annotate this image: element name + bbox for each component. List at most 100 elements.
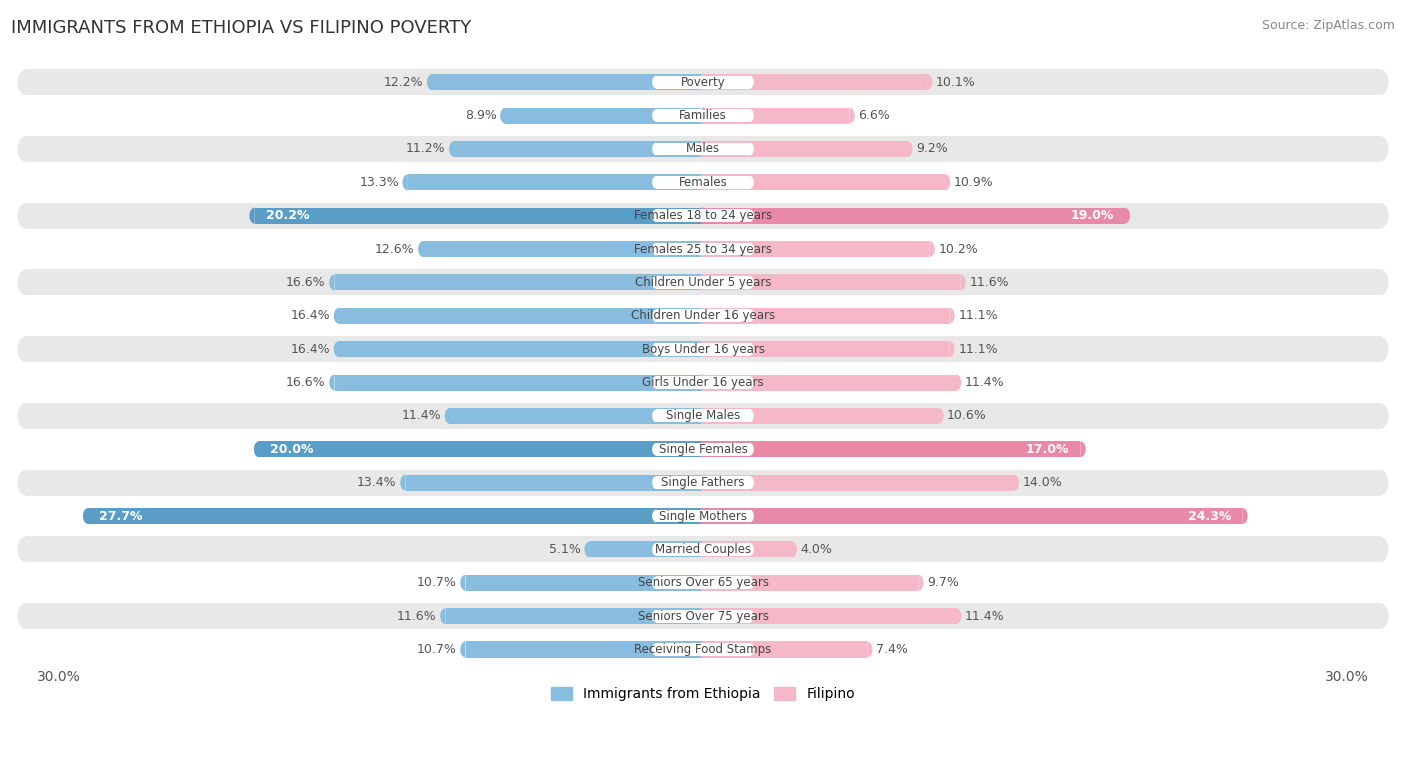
- Text: 11.4%: 11.4%: [402, 409, 441, 422]
- Wedge shape: [749, 643, 754, 656]
- Text: 10.7%: 10.7%: [416, 576, 457, 589]
- Bar: [465, 641, 703, 657]
- Wedge shape: [749, 276, 754, 289]
- Wedge shape: [949, 308, 955, 324]
- Wedge shape: [749, 143, 754, 155]
- Wedge shape: [697, 441, 703, 457]
- Wedge shape: [749, 76, 754, 89]
- Wedge shape: [697, 408, 703, 424]
- Wedge shape: [749, 109, 754, 122]
- Wedge shape: [956, 608, 962, 624]
- Text: 8.9%: 8.9%: [465, 109, 496, 122]
- Text: Single Mothers: Single Mothers: [659, 509, 747, 522]
- Bar: [703, 508, 1243, 524]
- Text: 11.4%: 11.4%: [965, 376, 1004, 389]
- Wedge shape: [17, 537, 27, 562]
- Text: 10.1%: 10.1%: [936, 76, 976, 89]
- Bar: [27, 603, 1379, 629]
- Wedge shape: [402, 174, 408, 190]
- Wedge shape: [1379, 302, 1389, 329]
- Wedge shape: [1379, 437, 1389, 462]
- Text: Seniors Over 65 years: Seniors Over 65 years: [637, 576, 769, 589]
- Text: 12.2%: 12.2%: [384, 76, 423, 89]
- Bar: [703, 241, 929, 257]
- Wedge shape: [652, 509, 657, 522]
- Bar: [703, 374, 956, 390]
- Wedge shape: [1080, 441, 1085, 457]
- Wedge shape: [652, 476, 657, 489]
- Wedge shape: [1379, 236, 1389, 262]
- Wedge shape: [585, 541, 589, 557]
- Bar: [27, 437, 1379, 462]
- Text: 13.4%: 13.4%: [357, 476, 396, 489]
- Bar: [657, 343, 749, 356]
- Wedge shape: [17, 503, 27, 529]
- Wedge shape: [652, 143, 657, 155]
- Bar: [27, 169, 1379, 196]
- Bar: [703, 641, 868, 657]
- Bar: [27, 570, 1379, 596]
- Wedge shape: [652, 309, 657, 322]
- Legend: Immigrants from Ethiopia, Filipino: Immigrants from Ethiopia, Filipino: [546, 682, 860, 707]
- Bar: [657, 609, 749, 622]
- Text: Families: Families: [679, 109, 727, 122]
- Wedge shape: [749, 309, 754, 322]
- Text: 20.0%: 20.0%: [270, 443, 314, 456]
- Wedge shape: [17, 603, 27, 629]
- Wedge shape: [749, 176, 754, 189]
- Text: Females 25 to 34 years: Females 25 to 34 years: [634, 243, 772, 255]
- Text: Married Couples: Married Couples: [655, 543, 751, 556]
- Wedge shape: [501, 108, 506, 124]
- Bar: [339, 341, 703, 357]
- Bar: [657, 176, 749, 189]
- Wedge shape: [703, 74, 709, 90]
- Bar: [703, 208, 1125, 224]
- Wedge shape: [1379, 537, 1389, 562]
- Wedge shape: [703, 208, 709, 224]
- Bar: [703, 441, 1080, 457]
- Wedge shape: [17, 437, 27, 462]
- Wedge shape: [17, 336, 27, 362]
- Text: 14.0%: 14.0%: [1022, 476, 1063, 489]
- Text: 11.6%: 11.6%: [969, 276, 1010, 289]
- Wedge shape: [697, 541, 703, 557]
- Wedge shape: [418, 241, 423, 257]
- Wedge shape: [703, 241, 709, 257]
- Text: 10.7%: 10.7%: [416, 643, 457, 656]
- Bar: [657, 276, 749, 289]
- Wedge shape: [652, 209, 657, 222]
- Wedge shape: [1379, 503, 1389, 529]
- Bar: [432, 74, 703, 90]
- Bar: [657, 76, 749, 89]
- Wedge shape: [1379, 169, 1389, 196]
- Wedge shape: [907, 141, 912, 157]
- Text: 10.2%: 10.2%: [938, 243, 979, 255]
- Wedge shape: [427, 74, 432, 90]
- Wedge shape: [697, 508, 703, 524]
- Bar: [657, 143, 749, 155]
- Text: Children Under 5 years: Children Under 5 years: [634, 276, 772, 289]
- Text: Males: Males: [686, 143, 720, 155]
- Wedge shape: [17, 69, 27, 96]
- Bar: [446, 608, 703, 624]
- Wedge shape: [697, 575, 703, 590]
- Bar: [657, 643, 749, 656]
- Text: Single Females: Single Females: [658, 443, 748, 456]
- Wedge shape: [17, 570, 27, 596]
- Wedge shape: [17, 202, 27, 229]
- Bar: [27, 470, 1379, 496]
- Wedge shape: [333, 341, 339, 357]
- Wedge shape: [749, 209, 754, 222]
- Bar: [657, 509, 749, 522]
- Wedge shape: [1379, 603, 1389, 629]
- Text: IMMIGRANTS FROM ETHIOPIA VS FILIPINO POVERTY: IMMIGRANTS FROM ETHIOPIA VS FILIPINO POV…: [11, 19, 471, 37]
- Bar: [465, 575, 703, 590]
- Wedge shape: [652, 443, 657, 456]
- Wedge shape: [703, 341, 709, 357]
- Bar: [27, 403, 1379, 429]
- Wedge shape: [17, 102, 27, 129]
- Wedge shape: [17, 169, 27, 196]
- Bar: [27, 637, 1379, 662]
- Bar: [27, 537, 1379, 562]
- Text: 7.4%: 7.4%: [876, 643, 908, 656]
